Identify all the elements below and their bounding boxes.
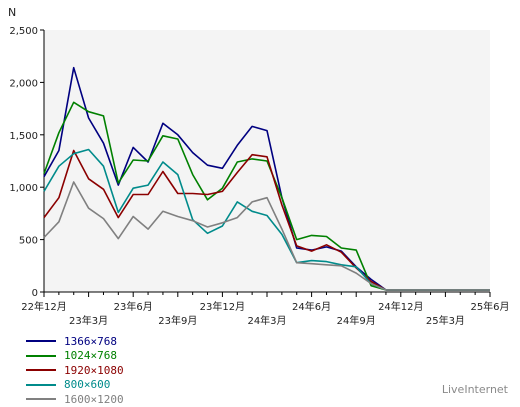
x-tick-label: 24年12月: [378, 300, 423, 313]
legend: 1366×768 1024×768 1920×1080 800×600 1600×120…: [26, 334, 124, 407]
legend-swatch: [26, 340, 56, 343]
y-axis: 0 500 1,000 1,500 2,000 2,500: [9, 26, 45, 299]
legend-item: 1600×1200: [26, 392, 124, 407]
x-axis: 22年12月 23年6月 23年12月 24年6月 24年12月 25年6月 23年3月 23…: [21, 291, 510, 327]
legend-item: 1024×768: [26, 349, 124, 364]
legend-swatch: [26, 383, 56, 386]
x-tick-label: 22年12月: [21, 300, 66, 313]
legend-swatch: [26, 369, 56, 372]
series-line-4: [43, 181, 490, 291]
x-tick-label: 24年6月: [292, 300, 331, 313]
legend-swatch: [26, 398, 56, 401]
x-tick-label: 23年6月: [114, 300, 153, 313]
series-lines: [43, 66, 490, 291]
x-tick-label: 24年9月: [337, 314, 376, 327]
x-tick-label: 23年3月: [69, 314, 108, 327]
legend-item: 800×600: [26, 378, 124, 393]
legend-swatch: [26, 354, 56, 357]
line-chart: 0 500 1,000 1,500 2,000 2,500 22年12月 23年6月 23年1…: [8, 6, 510, 327]
y-tick-label: 500: [19, 236, 38, 247]
y-axis-label: N: [8, 6, 16, 19]
y-tick-label: 2,500: [9, 26, 38, 37]
x-tick-label: 23年9月: [158, 314, 197, 327]
y-tick-label: 0: [32, 288, 38, 299]
legend-label: 1600×1200: [64, 392, 124, 406]
y-tick-label: 1,500: [9, 131, 38, 142]
x-tick-label: 25年6月: [470, 300, 509, 313]
y-tick-label: 2,000: [9, 78, 38, 89]
y-tick-label: 1,000: [9, 183, 38, 194]
legend-item: 1366×768: [26, 334, 124, 349]
credit-label: LiveInternet: [441, 383, 508, 396]
legend-label: 1366×768: [64, 334, 117, 348]
x-tick-label: 24年3月: [247, 314, 286, 327]
legend-label: 1024×768: [64, 349, 117, 363]
legend-label: 800×600: [64, 378, 111, 392]
legend-label: 1920×1080: [64, 363, 124, 377]
x-tick-label: 23年12月: [200, 300, 245, 313]
x-tick-label: 25年3月: [426, 314, 465, 327]
legend-item: 1920×1080: [26, 363, 124, 378]
